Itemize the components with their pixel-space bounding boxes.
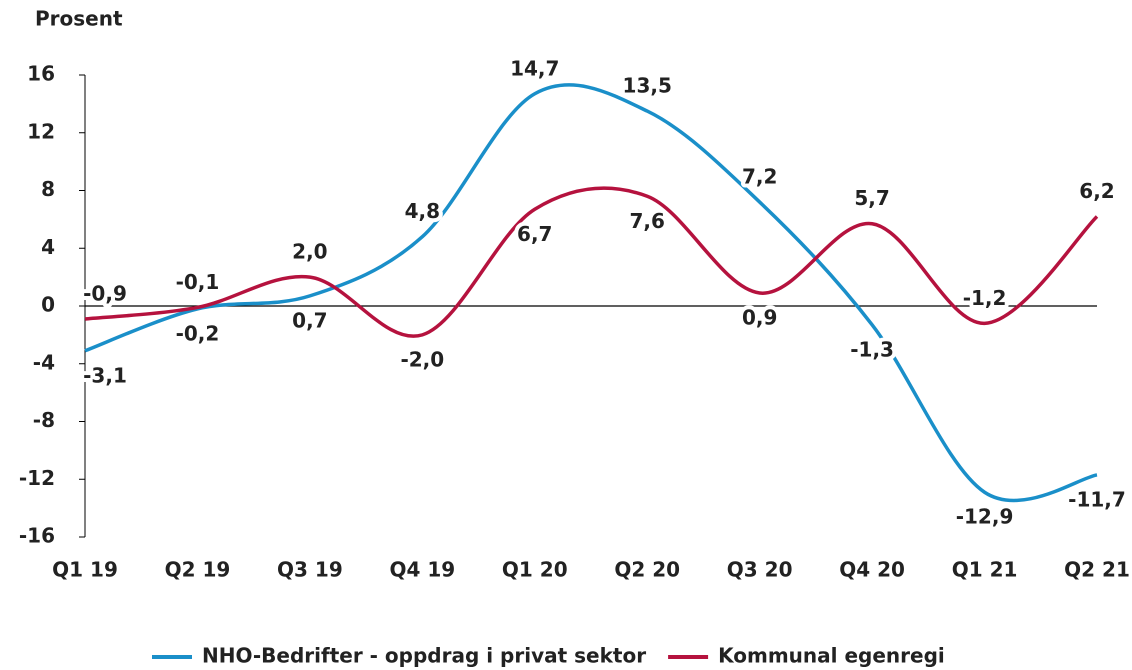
y-tick-label: 8 <box>41 177 55 201</box>
value-label: -12,9 <box>956 505 1014 529</box>
x-tick-label: Q4 19 <box>389 558 455 582</box>
x-tick-label: Q3 19 <box>277 558 343 582</box>
value-label: -3,1 <box>83 363 127 387</box>
value-label: -1,3 <box>850 337 894 361</box>
y-tick-label: -4 <box>33 350 55 374</box>
value-label: 0,9 <box>742 306 777 330</box>
value-label: 5,7 <box>854 186 889 210</box>
series-line <box>84 83 1098 503</box>
value-label: 13,5 <box>623 74 672 98</box>
y-tick-label: 0 <box>41 293 55 317</box>
value-label: -0,9 <box>83 281 127 305</box>
x-tick-label: Q2 21 <box>1064 558 1130 582</box>
value-label: -0,1 <box>176 270 220 294</box>
value-label: 2,0 <box>292 240 327 264</box>
x-tick-label: Q1 21 <box>952 558 1018 582</box>
y-axis-title: Prosent <box>35 7 123 31</box>
value-label: -11,7 <box>1068 487 1126 511</box>
x-tick-label: Q2 20 <box>614 558 680 582</box>
x-tick-label: Q3 20 <box>727 558 793 582</box>
value-label: 7,2 <box>742 165 777 189</box>
y-tick-label: -8 <box>33 408 55 432</box>
legend: NHO-Bedrifter - oppdrag i privat sektor K… <box>152 644 945 668</box>
legend-label: Kommunal egenregi <box>718 644 945 668</box>
value-label: -0,2 <box>176 321 220 345</box>
value-label: -1,2 <box>963 286 1007 310</box>
value-label: 14,7 <box>510 56 559 80</box>
value-label: 6,7 <box>517 222 552 246</box>
x-tick-label: Q4 20 <box>839 558 905 582</box>
y-tick-label: 4 <box>41 235 55 259</box>
y-tick-label: -16 <box>19 524 55 548</box>
value-label: 0,7 <box>292 308 327 332</box>
y-tick-label: 12 <box>27 119 55 143</box>
legend-label: NHO-Bedrifter - oppdrag i privat sektor <box>202 644 646 668</box>
x-tick-label: Q1 20 <box>502 558 568 582</box>
series-line <box>84 186 1099 338</box>
value-label: 6,2 <box>1079 179 1114 203</box>
x-tick-label: Q1 19 <box>52 558 118 582</box>
value-label: -2,0 <box>400 347 444 371</box>
value-label: 4,8 <box>405 199 440 223</box>
x-tick-label: Q2 19 <box>165 558 231 582</box>
value-label: 7,6 <box>630 209 665 233</box>
y-tick-label: 16 <box>27 62 55 86</box>
y-tick-label: -12 <box>19 466 55 490</box>
